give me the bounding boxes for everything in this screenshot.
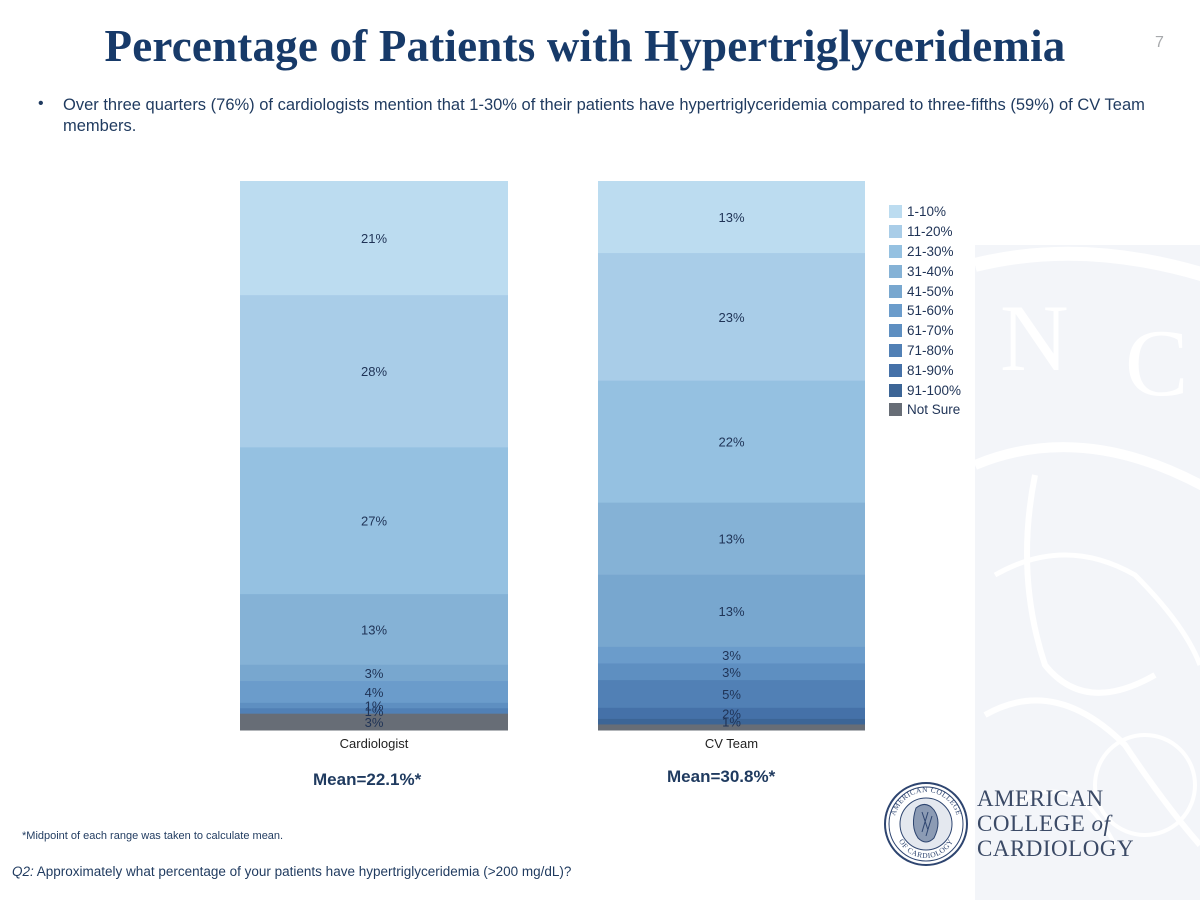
data-label: 4% bbox=[365, 685, 384, 700]
bar-segment-cardiologist-1-10- bbox=[240, 181, 508, 296]
legend-item: 1-10% bbox=[889, 202, 961, 222]
legend-label: Not Sure bbox=[907, 402, 961, 418]
legend-item: 61-70% bbox=[889, 321, 961, 341]
bar-segment-cardiologist-41-50- bbox=[240, 664, 508, 682]
bar-segment-cv-team-31-40- bbox=[598, 502, 865, 576]
acc-wordmark: AMERICAN COLLEGE of CARDIOLOGY bbox=[977, 786, 1134, 861]
bar-segment-cardiologist-71-80- bbox=[240, 708, 508, 715]
bar-segment-cardiologist-not-sure bbox=[240, 713, 508, 731]
survey-question: Q2: Approximately what percentage of you… bbox=[12, 864, 571, 879]
wordmark-of: of bbox=[1091, 811, 1111, 836]
legend-label: 31-40% bbox=[907, 263, 954, 279]
category-label: Cardiologist bbox=[340, 736, 409, 751]
data-label: 5% bbox=[722, 687, 741, 702]
bar-segment-cv-team-91-100- bbox=[598, 718, 865, 725]
legend-swatch bbox=[889, 304, 902, 318]
legend-item: Not Sure bbox=[889, 400, 961, 420]
legend-item: 11-20% bbox=[889, 222, 961, 242]
legend-swatch bbox=[889, 383, 902, 397]
legend-item: 41-50% bbox=[889, 281, 961, 301]
data-label: 3% bbox=[365, 715, 384, 730]
bar-segment-cardiologist-61-70- bbox=[240, 702, 508, 709]
legend-item: 31-40% bbox=[889, 261, 961, 281]
legend-item: 51-60% bbox=[889, 301, 961, 321]
data-label: 2% bbox=[722, 706, 741, 721]
legend-label: 91-100% bbox=[907, 382, 962, 398]
bar-segment-cv-team-41-50- bbox=[598, 574, 865, 648]
data-label: 13% bbox=[718, 532, 744, 547]
legend-label: 11-20% bbox=[907, 224, 953, 240]
mean-cardiologist: Mean=22.1%* bbox=[313, 770, 422, 789]
watermark-seal-graphic: N C bbox=[975, 246, 1200, 847]
bar-segment-cv-team-51-60- bbox=[598, 646, 865, 664]
data-label: 1% bbox=[365, 699, 384, 714]
data-label: 23% bbox=[718, 310, 744, 325]
data-label: 22% bbox=[718, 435, 744, 450]
legend-label: 1-10% bbox=[907, 204, 947, 220]
chart-legend: 1-10% 11-20% 21-30% 31-40% 41-50% 51-60% 61-70… bbox=[889, 202, 961, 420]
legend-swatch bbox=[889, 324, 902, 338]
legend-swatch bbox=[889, 363, 902, 377]
legend-swatch bbox=[889, 284, 902, 298]
mean-cv-team: Mean=30.8%* bbox=[667, 767, 776, 786]
background-watermark-seal: N C bbox=[975, 245, 1200, 900]
bar-segment-cardiologist-51-60- bbox=[240, 681, 508, 704]
summary-bullet: Over three quarters (76%) of cardiologis… bbox=[63, 96, 1145, 135]
question-text: Approximately what percentage of your pa… bbox=[33, 864, 572, 879]
legend-label: 21-30% bbox=[907, 243, 954, 259]
data-label: 3% bbox=[365, 666, 384, 681]
footnote: *Midpoint of each range was taken to cal… bbox=[22, 830, 284, 842]
wordmark-college: COLLEGE bbox=[977, 811, 1086, 836]
data-label: 13% bbox=[718, 210, 744, 225]
watermark-letter: C bbox=[1125, 310, 1188, 416]
data-label: 1% bbox=[365, 704, 384, 719]
bar-segment-cardiologist-11-20- bbox=[240, 295, 508, 448]
legend-item: 91-100% bbox=[889, 380, 961, 400]
data-label: 13% bbox=[718, 604, 744, 619]
watermark-letter: N bbox=[1000, 285, 1069, 391]
data-label: 27% bbox=[361, 514, 387, 529]
acc-logo: AMERICAN COLLEGE OF CARDIOLOGY AMERICAN … bbox=[882, 782, 1162, 866]
legend-swatch bbox=[889, 343, 902, 357]
wordmark-line-2: COLLEGE of bbox=[977, 811, 1134, 836]
bar-segment-cardiologist-21-30- bbox=[240, 447, 508, 595]
bullet-marker: • bbox=[38, 95, 44, 112]
legend-swatch bbox=[889, 403, 902, 417]
legend-label: 81-90% bbox=[907, 362, 954, 378]
data-label: 28% bbox=[361, 364, 387, 379]
category-label: CV Team bbox=[705, 736, 758, 751]
wordmark-line-3: CARDIOLOGY bbox=[977, 836, 1135, 861]
bar-segment-cv-team-61-70- bbox=[598, 663, 865, 681]
page-number: 7 bbox=[1155, 34, 1164, 51]
acc-seal-icon: AMERICAN COLLEGE OF CARDIOLOGY bbox=[884, 782, 968, 866]
bar-segment-cv-team-71-80- bbox=[598, 680, 865, 709]
legend-label: 71-80% bbox=[907, 342, 954, 358]
legend-swatch bbox=[889, 205, 902, 219]
bar-segment-cv-team-1-10- bbox=[598, 181, 865, 254]
data-label: 3% bbox=[722, 665, 741, 680]
data-label: 13% bbox=[361, 622, 387, 637]
legend-label: 61-70% bbox=[907, 323, 954, 339]
legend-swatch bbox=[889, 225, 902, 239]
data-label: 21% bbox=[361, 231, 387, 246]
wordmark-line-1: AMERICAN bbox=[977, 786, 1104, 811]
slide-title: Percentage of Patients with Hypertriglyc… bbox=[104, 21, 1066, 71]
data-label: 3% bbox=[722, 648, 741, 663]
legend-label: 51-60% bbox=[907, 303, 954, 319]
legend-item: 71-80% bbox=[889, 341, 961, 361]
legend-swatch bbox=[889, 244, 902, 258]
bar-segment-cv-team-81-90- bbox=[598, 707, 865, 720]
bar-segment-cardiologist-31-40- bbox=[240, 594, 508, 666]
legend-swatch bbox=[889, 264, 902, 278]
bar-segment-cv-team-21-30- bbox=[598, 380, 865, 504]
legend-item: 21-30% bbox=[889, 242, 961, 262]
legend-label: 41-50% bbox=[907, 283, 954, 299]
question-number: Q2: bbox=[12, 864, 34, 879]
data-label: 1% bbox=[722, 715, 741, 730]
bar-segment-cv-team-not-sure bbox=[598, 724, 865, 731]
legend-item: 81-90% bbox=[889, 360, 961, 380]
bar-segment-cv-team-11-20- bbox=[598, 253, 865, 382]
